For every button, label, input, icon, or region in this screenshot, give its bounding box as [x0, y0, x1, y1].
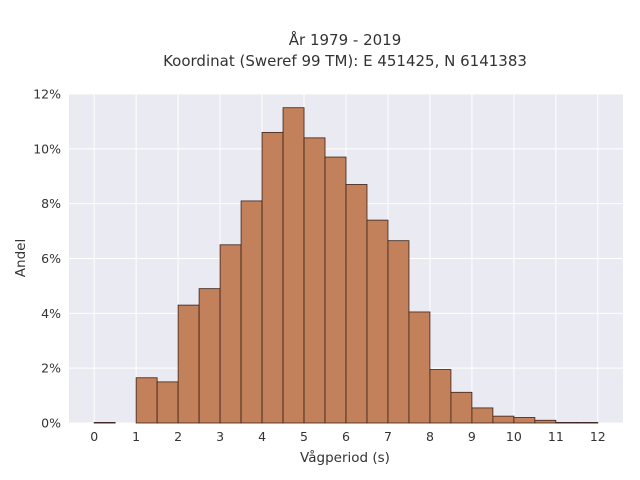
histogram-bar — [576, 422, 599, 424]
x-tick-label: 10 — [506, 429, 522, 444]
histogram-bars — [93, 107, 599, 424]
x-tick-label: 4 — [258, 429, 266, 444]
x-tick-label: 11 — [548, 429, 564, 444]
histogram-bar — [429, 369, 452, 424]
histogram-bar — [366, 219, 389, 424]
x-tick-label: 7 — [384, 429, 392, 444]
histogram-bar — [198, 288, 221, 424]
histogram-bar — [408, 311, 431, 424]
histogram-bar — [471, 407, 494, 424]
histogram-bar — [492, 415, 515, 424]
x-tick-label: 9 — [468, 429, 476, 444]
histogram-bar — [93, 422, 116, 424]
y-tick-label: 12% — [33, 87, 61, 102]
chart-title: År 1979 - 2019 — [289, 30, 402, 49]
histogram-bar — [324, 156, 347, 424]
x-tick-label: 8 — [426, 429, 434, 444]
histogram-bar — [387, 240, 410, 424]
histogram-bar — [156, 381, 179, 424]
x-tick-label: 6 — [342, 429, 350, 444]
histogram-bar — [534, 419, 557, 424]
histogram-bar — [177, 304, 200, 424]
histogram-bar — [303, 137, 326, 424]
y-tick-label: 2% — [41, 361, 61, 376]
histogram-bar — [513, 417, 536, 424]
histogram-bar — [219, 244, 242, 424]
x-tick-label: 0 — [90, 429, 98, 444]
y-axis-label: Andel — [13, 239, 29, 277]
x-tick-label: 1 — [132, 429, 140, 444]
x-tick-label: 2 — [174, 429, 182, 444]
chart-subtitle: Koordinat (Sweref 99 TM): E 451425, N 61… — [163, 52, 527, 70]
histogram-bar — [261, 131, 284, 424]
x-axis-label: Vågperiod (s) — [300, 449, 390, 466]
histogram-bar — [282, 107, 305, 424]
x-tick-label: 3 — [216, 429, 224, 444]
y-tick-label: 0% — [41, 416, 61, 431]
x-axis-ticks: 0 1 2 3 4 5 6 7 8 9 10 11 12 — [90, 429, 606, 444]
histogram-bar — [135, 377, 158, 424]
y-tick-label: 10% — [33, 141, 61, 156]
y-tick-label: 4% — [41, 306, 61, 321]
y-axis-ticks: 0% 2% 4% 6% 8% 10% 12% — [33, 87, 61, 431]
histogram-bar — [555, 422, 578, 424]
x-tick-label: 12 — [590, 429, 606, 444]
histogram-bar — [345, 184, 368, 424]
y-tick-label: 8% — [41, 196, 61, 211]
y-tick-label: 6% — [41, 251, 61, 266]
histogram-bar — [240, 200, 263, 424]
x-tick-label: 5 — [300, 429, 308, 444]
histogram-bar — [450, 391, 473, 424]
